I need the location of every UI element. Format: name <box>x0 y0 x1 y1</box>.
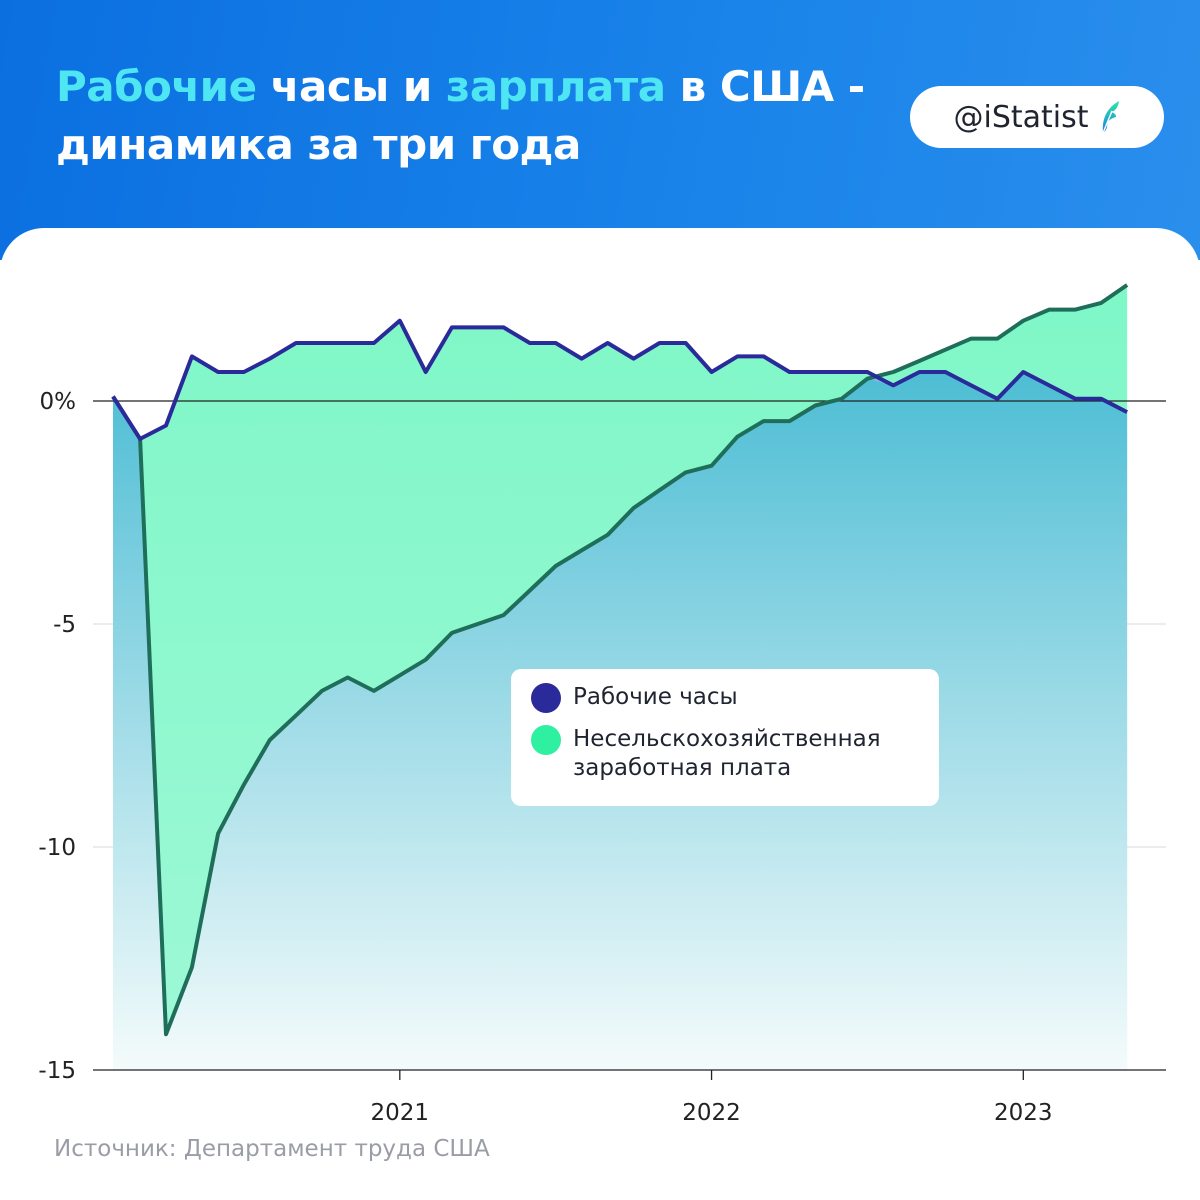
y-tick-label: -5 <box>53 612 76 638</box>
y-tick-label: -10 <box>38 835 76 861</box>
title-part-4: динамика за три года <box>56 120 581 169</box>
brand-label: @iStatist <box>953 99 1089 135</box>
chart-legend: Рабочие часы Несельскохозяйственная зара… <box>511 669 939 806</box>
legend-swatch-wages <box>531 725 561 755</box>
area-wages-gain <box>113 285 1128 1035</box>
page-title: Рабочие часы и зарплата в США - динамика … <box>56 58 936 174</box>
feather-leaf-icon <box>1101 101 1119 134</box>
legend-label-wages: Несельскохозяйственная заработная плата <box>573 726 881 781</box>
legend-item-hours: Рабочие часы <box>531 683 939 713</box>
source-note: Источник: Департамент труда США <box>54 1136 490 1162</box>
series-lines <box>111 283 1129 1037</box>
legend-swatch-hours <box>531 683 561 713</box>
title-part-1: часы и <box>256 62 446 111</box>
brand-badge[interactable]: @iStatist <box>910 86 1164 148</box>
x-tick-label: 2021 <box>371 1100 430 1126</box>
axes: 0% -5 -10 -15 2021 2022 2023 <box>38 389 1166 1126</box>
legend-item-wages: Несельскохозяйственная заработная плата <box>531 725 939 783</box>
y-tick-label: -15 <box>38 1058 76 1084</box>
line-hours <box>111 318 1129 441</box>
y-tick-label: 0% <box>40 389 77 415</box>
title-part-2: зарплата <box>445 62 666 111</box>
x-tick-label: 2023 <box>994 1100 1053 1126</box>
legend-label-hours: Рабочие часы <box>573 684 738 710</box>
line-wages <box>111 283 1129 1037</box>
title-part-0: Рабочие <box>56 62 257 111</box>
header-banner: Рабочие часы и зарплата в США - динамика … <box>0 0 1200 260</box>
title-part-3: в США - <box>665 62 865 111</box>
x-tick-label: 2022 <box>682 1100 741 1126</box>
